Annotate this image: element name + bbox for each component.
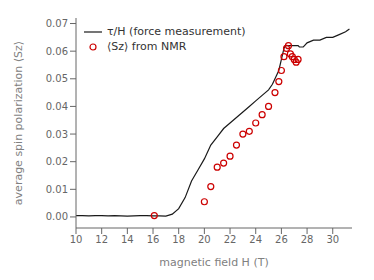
html-text:⟨Sz⟩ from NMR: ⟨Sz⟩ from NMR bbox=[107, 40, 187, 53]
svg-text:0.05: 0.05 bbox=[46, 73, 68, 84]
svg-text:0.06: 0.06 bbox=[46, 46, 68, 57]
svg-text:18: 18 bbox=[172, 234, 185, 245]
html-text:τ/H (force measurement): τ/H (force measurement) bbox=[107, 25, 246, 38]
svg-text:0.03: 0.03 bbox=[46, 129, 68, 140]
svg-text:26: 26 bbox=[275, 234, 288, 245]
svg-text:0.02: 0.02 bbox=[46, 156, 68, 167]
svg-text:22: 22 bbox=[224, 234, 237, 245]
svg-text:28: 28 bbox=[301, 234, 314, 245]
svg-text:0.07: 0.07 bbox=[46, 18, 68, 29]
svg-text:20: 20 bbox=[198, 234, 211, 245]
svg-text:24: 24 bbox=[249, 234, 262, 245]
svg-text:10: 10 bbox=[70, 234, 83, 245]
svg-text:0.00: 0.00 bbox=[46, 211, 68, 222]
svg-text:14: 14 bbox=[121, 234, 134, 245]
svg-text:12: 12 bbox=[95, 234, 108, 245]
svg-text:16: 16 bbox=[147, 234, 160, 245]
svg-text:30: 30 bbox=[326, 234, 339, 245]
svg-text:0.04: 0.04 bbox=[46, 101, 68, 112]
svg-text:magnetic field H (T): magnetic field H (T) bbox=[159, 256, 268, 269]
svg-text:average spin polarization ⟨Sz⟩: average spin polarization ⟨Sz⟩ bbox=[12, 41, 25, 205]
svg-text:0.01: 0.01 bbox=[46, 184, 68, 195]
